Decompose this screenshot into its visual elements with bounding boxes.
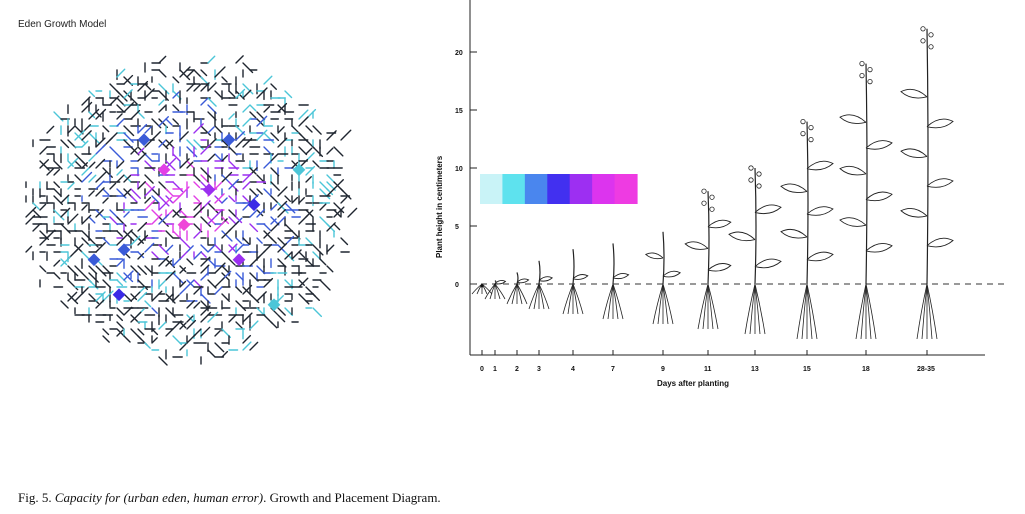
plant-illustration [728, 165, 782, 335]
y-tick-label: 15 [455, 108, 463, 115]
x-axis-title: Days after planting [657, 379, 729, 388]
x-tick-label: 4 [571, 366, 575, 373]
gradient-swatch [569, 174, 593, 204]
x-tick-label: 28-35 [917, 366, 935, 373]
x-tick-label: 9 [661, 366, 665, 373]
plant-growth-chart: 0 5 10 15 20 0 1 2 3 4 7 9 11 13 15 18 28-35 Plant heigh… [435, 0, 1005, 388]
chart-axes: 0 5 10 15 20 0 1 2 3 4 7 9 11 13 15 18 28-35 [455, 0, 1005, 373]
plant-illustration [900, 26, 954, 340]
plant-illustration [562, 249, 589, 315]
x-tick-label: 2 [515, 366, 519, 373]
gradient-swatch [480, 174, 504, 204]
eden-growth-diagram [25, 55, 358, 366]
x-tick-label: 13 [751, 366, 759, 373]
plant-illustration [506, 272, 530, 305]
plant-illustration [528, 260, 554, 310]
figure-caption: Fig. 5. Capacity for (urban eden, human … [18, 490, 441, 506]
color-gradient-bar [480, 174, 638, 204]
plant-illustration [780, 119, 834, 340]
y-tick-label: 0 [455, 282, 459, 289]
plant-illustration [644, 231, 682, 325]
gradient-swatch [614, 174, 638, 204]
gradient-swatch [547, 174, 571, 204]
x-tick-label: 7 [611, 366, 615, 373]
x-tick-label: 1 [493, 366, 497, 373]
y-axis-title: Plant height in centimeters [435, 155, 444, 258]
x-tick-label: 0 [480, 366, 484, 373]
x-tick-label: 3 [537, 366, 541, 373]
gradient-swatch [502, 174, 526, 204]
plant-illustration [602, 243, 630, 320]
y-tick-label: 5 [455, 224, 459, 231]
y-tick-label: 10 [455, 166, 463, 173]
plant-illustrations [471, 26, 954, 340]
gradient-swatch [592, 174, 616, 204]
caption-suffix: . Growth and Placement Diagram. [263, 490, 441, 505]
plant-illustration [484, 279, 507, 300]
y-tick-label: 20 [455, 50, 463, 57]
eden-model-title: Eden Growth Model [18, 19, 107, 30]
x-tick-label: 18 [862, 366, 870, 373]
plant-illustration [684, 188, 732, 330]
plant-illustration [839, 60, 893, 340]
eden-strokes [25, 55, 358, 366]
x-tick-label: 15 [803, 366, 811, 373]
caption-prefix: Fig. 5. [18, 490, 55, 505]
x-tick-label: 11 [704, 366, 712, 373]
gradient-swatch [524, 174, 548, 204]
caption-title: Capacity for (urban eden, human error) [54, 490, 264, 505]
